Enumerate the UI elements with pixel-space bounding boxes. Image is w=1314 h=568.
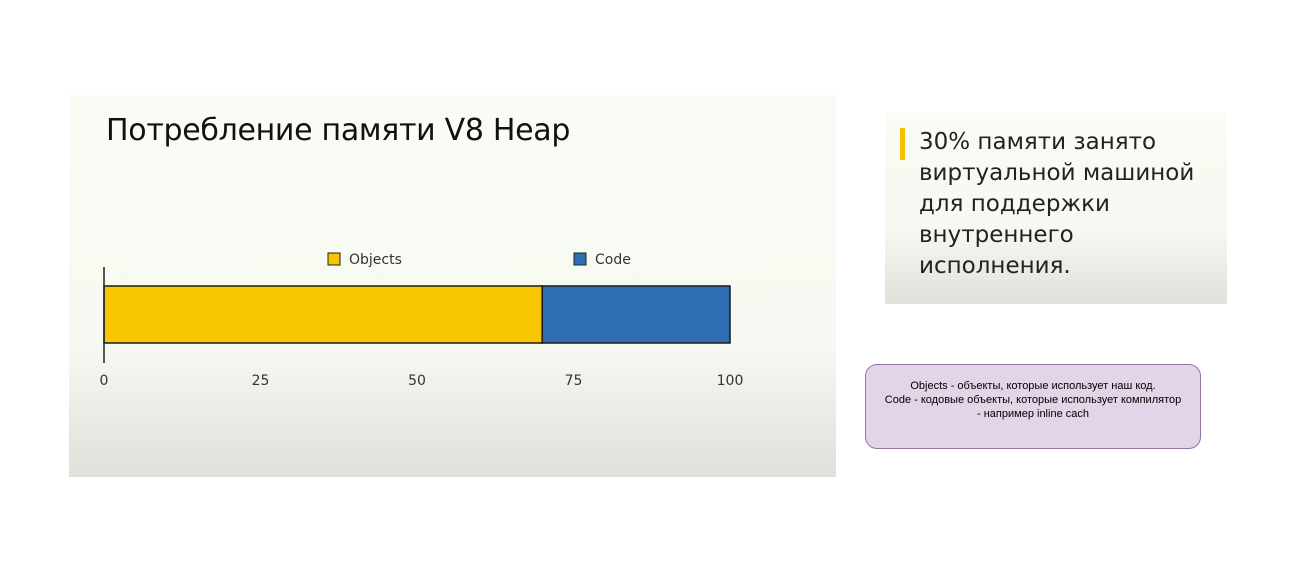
- slide: Потребление памяти V8 Heap Objects Code 0 2…: [69, 95, 836, 477]
- x-tick-label: 100: [717, 373, 744, 389]
- note-text: 30% памяти занято виртуальной машиной дл…: [919, 129, 1195, 279]
- note-card: 30% памяти занято виртуальной машиной дл…: [885, 113, 1227, 304]
- x-tick-label: 25: [252, 373, 270, 389]
- legend-swatch-objects: [327, 252, 341, 266]
- bar-code: [541, 285, 731, 344]
- bar-objects: [103, 285, 543, 344]
- x-tick-label: 50: [408, 373, 426, 389]
- x-tick-label: 0: [100, 373, 109, 389]
- comment-box[interactable]: Objects - объекты, которые использует на…: [865, 364, 1201, 449]
- slide-title: Потребление памяти V8 Heap: [106, 113, 571, 148]
- chart: Objects Code 0 25 50 75 100: [100, 252, 744, 389]
- legend-label-objects: Objects: [349, 252, 402, 268]
- comment-text: Objects - объекты, которые использует на…: [885, 379, 1181, 421]
- comment-line-3: - например inline cach: [977, 407, 1089, 420]
- comment-line-1: Objects - объекты, которые использует на…: [910, 379, 1156, 392]
- legend-swatch-code: [573, 252, 587, 266]
- note-accent-bar: [900, 128, 905, 160]
- comment-line-2: Code - кодовые объекты, которые использу…: [884, 393, 1182, 406]
- x-tick-label: 75: [565, 373, 583, 389]
- legend-label-code: Code: [595, 252, 631, 268]
